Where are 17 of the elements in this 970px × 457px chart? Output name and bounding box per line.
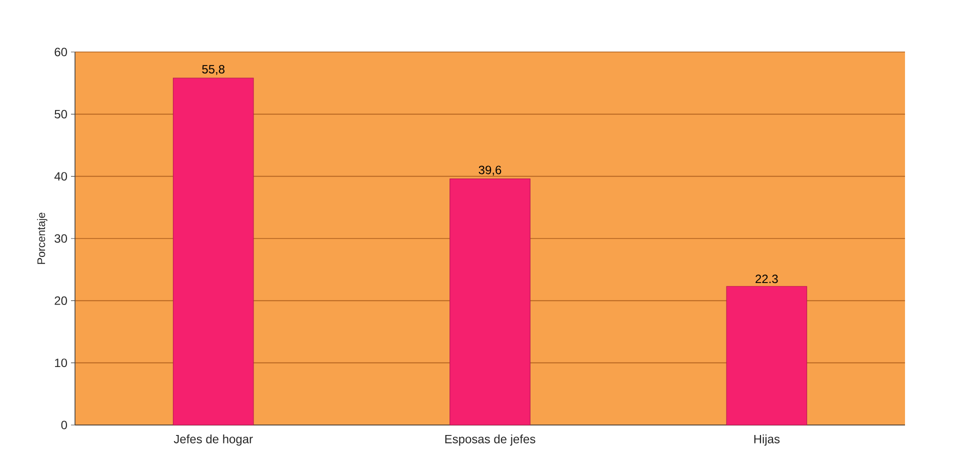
- y-tick-label: 40: [54, 172, 68, 181]
- y-axis-title: Porcentaje: [37, 212, 48, 264]
- bar: [450, 178, 530, 426]
- x-tick-label: Esposas de jefes: [445, 434, 536, 446]
- x-tick-label: Jefes de hogar: [174, 434, 253, 446]
- y-tick-label: 10: [55, 358, 68, 368]
- y-tick-label: 30: [54, 234, 68, 243]
- data-label: 39,6: [478, 166, 502, 176]
- data-label: 22.3: [756, 274, 778, 284]
- y-tick-label: 20: [54, 296, 68, 305]
- y-tick-label: 60: [54, 48, 68, 56]
- y-tick-label: 50: [54, 110, 68, 118]
- bar: [726, 286, 808, 426]
- data-label: 55,8: [202, 65, 224, 75]
- y-tick-label: 0: [61, 420, 68, 430]
- bar: [172, 78, 254, 426]
- x-tick-label: Hijas: [754, 434, 780, 446]
